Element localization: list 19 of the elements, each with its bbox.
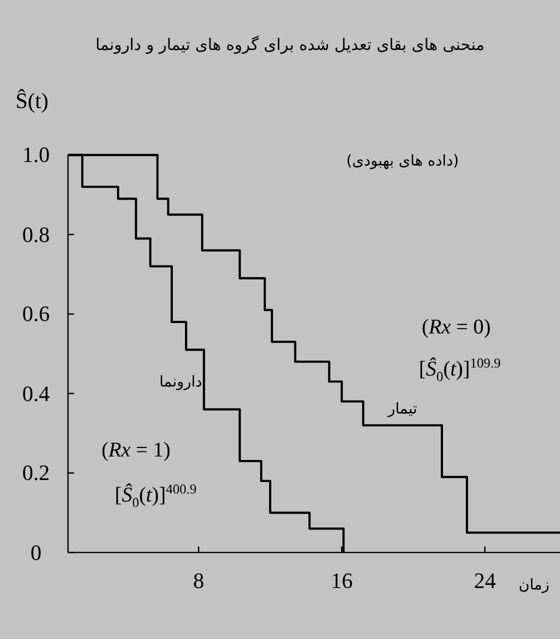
annotation: [Ŝ$_{0}$(t)]$^{109.9}$ xyxy=(418,355,501,384)
y-tick-label: 0 xyxy=(30,540,42,564)
series-label: دارونما xyxy=(159,372,202,390)
annotation: (Rx = 0) xyxy=(422,314,491,338)
chart-title: منحنی های بقای تعدیل شده برای گروه های تیمار و دارونما xyxy=(96,35,484,54)
y-tick-label: 0.2 xyxy=(22,460,50,485)
x-tick-label: 8 xyxy=(193,568,204,592)
x-tick-label: 24 xyxy=(474,568,496,592)
series-label: تیمار xyxy=(388,400,418,418)
y-axis-title: Ŝ(t) xyxy=(16,88,48,113)
annotation: (Rx = 1) xyxy=(101,437,170,462)
x-tick-label: 16 xyxy=(330,568,353,592)
annotation: [Ŝ$_{0}$(t)]$^{400.9}$ xyxy=(114,482,197,510)
annotation: (داده های بهبودی) xyxy=(346,151,459,170)
y-tick-label: 0.6 xyxy=(22,301,50,326)
y-tick-label: 1.0 xyxy=(22,142,50,167)
y-tick-label: 0.8 xyxy=(22,222,50,246)
x-axis-title: زمان xyxy=(518,576,550,594)
y-tick-label: 0.4 xyxy=(22,380,50,406)
